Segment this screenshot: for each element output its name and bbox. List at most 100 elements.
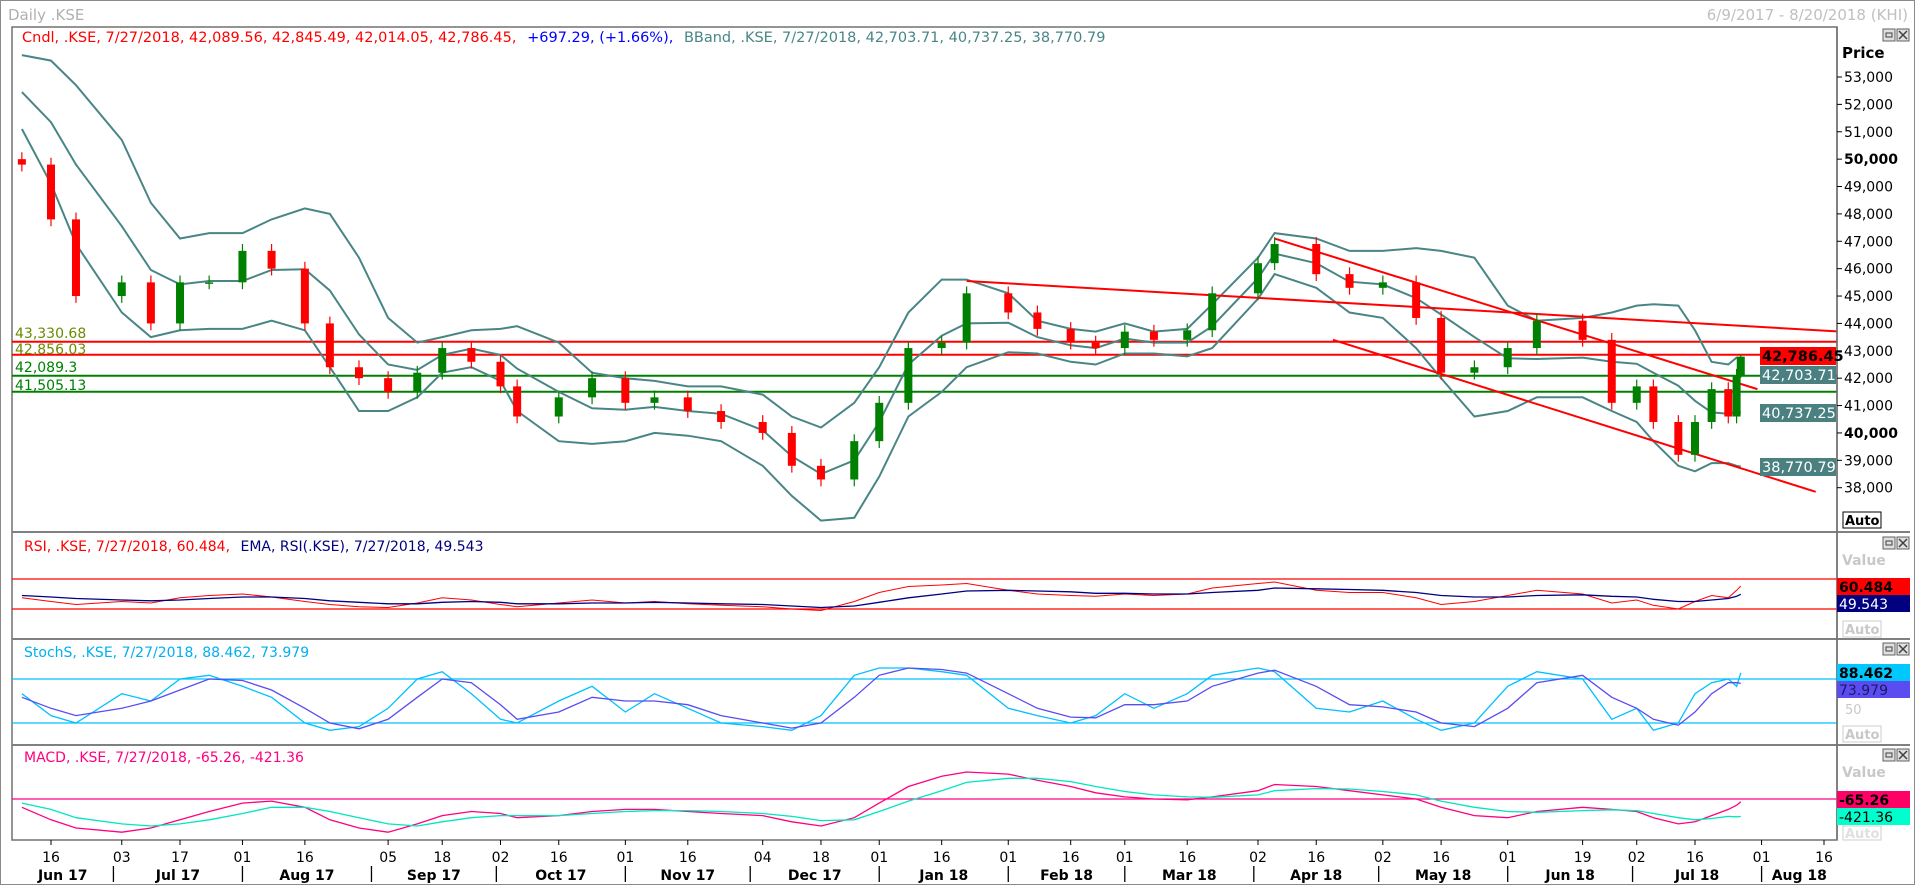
close-panel-button[interactable] [1896, 748, 1910, 762]
close-panel-button[interactable] [1896, 536, 1910, 550]
month-label: May 18 [1415, 868, 1471, 884]
rsi-auto-button[interactable]: Auto [1842, 620, 1882, 638]
bband-middle-line [21, 91, 1742, 476]
candle [1732, 368, 1741, 424]
stoch-k-line [21, 667, 1742, 732]
level-label-r1: 43,330.68 [15, 326, 86, 342]
restore-icon [1882, 536, 1896, 550]
candle-body [621, 378, 630, 403]
trendline [1274, 237, 1758, 391]
price-tick-label: 45,000 [1844, 289, 1893, 305]
price-tick-label: 39,000 [1844, 453, 1893, 469]
candle-body [1736, 356, 1745, 376]
day-tick-label: 16 [296, 850, 314, 866]
candle-body [1091, 342, 1100, 349]
candle-body [650, 397, 659, 403]
candle-body [1649, 386, 1658, 422]
restore-panel-button[interactable] [1882, 748, 1896, 762]
candle [1091, 335, 1100, 355]
candle-body [117, 282, 126, 297]
month-label: Jul 18 [1674, 868, 1719, 884]
rsi-axis-title: Value [1842, 553, 1886, 569]
candle [554, 390, 563, 424]
stoch-tick-50: 50 [1845, 703, 1862, 718]
candle-body [47, 164, 55, 220]
macd-axis-title: Value [1842, 765, 1886, 781]
bb-lower-value-box: 38,770.79 [1760, 458, 1836, 476]
candle [384, 371, 393, 399]
macd-auto-button[interactable]: Auto [1842, 825, 1882, 842]
svg-text:Auto: Auto [1845, 827, 1880, 842]
ema-value-box: 49.543 [1837, 595, 1910, 613]
day-tick-label: 02 [1374, 850, 1392, 866]
restore-panel-button[interactable] [1882, 28, 1896, 42]
price-tick-label: 47,000 [1844, 234, 1893, 250]
bband-upper-line [21, 54, 1742, 429]
day-tick-label: 16 [42, 850, 60, 866]
candle [1632, 379, 1641, 410]
candle [758, 415, 767, 440]
candle-body [717, 411, 726, 422]
month-label: Feb 18 [1040, 868, 1093, 884]
restore-panel-button[interactable] [1882, 536, 1896, 550]
month-label: Jun 17 [37, 868, 88, 884]
auto-scale-button[interactable]: Auto [1842, 511, 1882, 529]
day-tick-label: 03 [113, 850, 131, 866]
close-value-box: 42,786.45 [1760, 347, 1844, 365]
candle [1066, 322, 1075, 350]
candle [1120, 324, 1129, 355]
close-panel-button[interactable] [1896, 642, 1910, 656]
month-label: Oct 17 [535, 868, 586, 884]
candle [816, 458, 825, 487]
price-tick-label: 42,000 [1844, 371, 1893, 387]
candle-body [1149, 331, 1158, 340]
month-label: Mar 18 [1162, 868, 1217, 884]
candle-body [1707, 389, 1716, 422]
candle [300, 261, 309, 331]
svg-text:Auto: Auto [1845, 623, 1880, 638]
candle [1437, 311, 1446, 380]
candle-body [513, 386, 522, 417]
candle [238, 244, 247, 290]
restore-icon-glyph [1885, 752, 1893, 758]
day-tick-label: 17 [171, 850, 189, 866]
candle [787, 426, 796, 473]
candle-body [496, 361, 505, 387]
month-label: Jan 18 [918, 868, 968, 884]
candle-body [1503, 348, 1512, 368]
day-tick-label: 01 [616, 850, 634, 866]
candle [1578, 313, 1587, 347]
month-label: Aug 18 [1772, 868, 1827, 884]
month-label: Apr 18 [1290, 868, 1342, 884]
restore-panel-button[interactable] [1882, 642, 1896, 656]
day-tick-label: 01 [870, 850, 888, 866]
candle [47, 157, 55, 227]
stoch-auto-button[interactable]: Auto [1842, 725, 1882, 743]
svg-text:Auto: Auto [1845, 514, 1880, 529]
restore-icon-glyph [1885, 540, 1893, 546]
candle [904, 341, 913, 410]
rsi-plot [12, 578, 1837, 612]
restore-icon [1882, 748, 1896, 762]
close-icon-glyph [1898, 538, 1908, 548]
price-tick-label: 53,000 [1844, 70, 1893, 86]
time-axis: 16 03 17 01 16 05 18 02 16 01 16 04 18 01 16 01 16 01 16 02… [37, 840, 1833, 884]
candle [354, 360, 363, 386]
candle-body [71, 219, 80, 297]
candle-body [1437, 317, 1446, 373]
price-plot [12, 54, 1837, 522]
day-tick-label: 16 [933, 850, 951, 866]
price-tick-label: 38,000 [1844, 481, 1893, 497]
close-panel-button[interactable] [1896, 28, 1910, 42]
price-tick-label: 49,000 [1844, 180, 1893, 196]
svg-text:49.543: 49.543 [1839, 597, 1888, 613]
month-label: Jun 18 [1544, 868, 1595, 884]
candle [683, 390, 692, 418]
candle-body [875, 402, 884, 442]
candle [325, 316, 334, 375]
candle-body [1470, 367, 1479, 373]
plot-frame [11, 26, 1838, 841]
day-tick-label: 18 [433, 850, 451, 866]
candle-body [1208, 293, 1217, 331]
